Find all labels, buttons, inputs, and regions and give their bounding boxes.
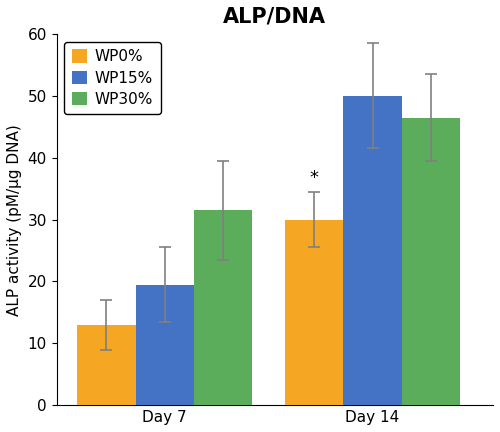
Bar bbox=[78, 325, 136, 405]
Y-axis label: ALP activity (pM/μg DNA): ALP activity (pM/μg DNA) bbox=[7, 124, 22, 315]
Title: ALP/DNA: ALP/DNA bbox=[224, 7, 326, 27]
Text: *: * bbox=[310, 169, 319, 187]
Bar bbox=[344, 96, 402, 405]
Legend: WP0%, WP15%, WP30%: WP0%, WP15%, WP30% bbox=[64, 42, 161, 114]
Bar bbox=[402, 118, 460, 405]
Bar bbox=[194, 210, 252, 405]
Bar bbox=[136, 285, 194, 405]
Bar bbox=[285, 219, 344, 405]
